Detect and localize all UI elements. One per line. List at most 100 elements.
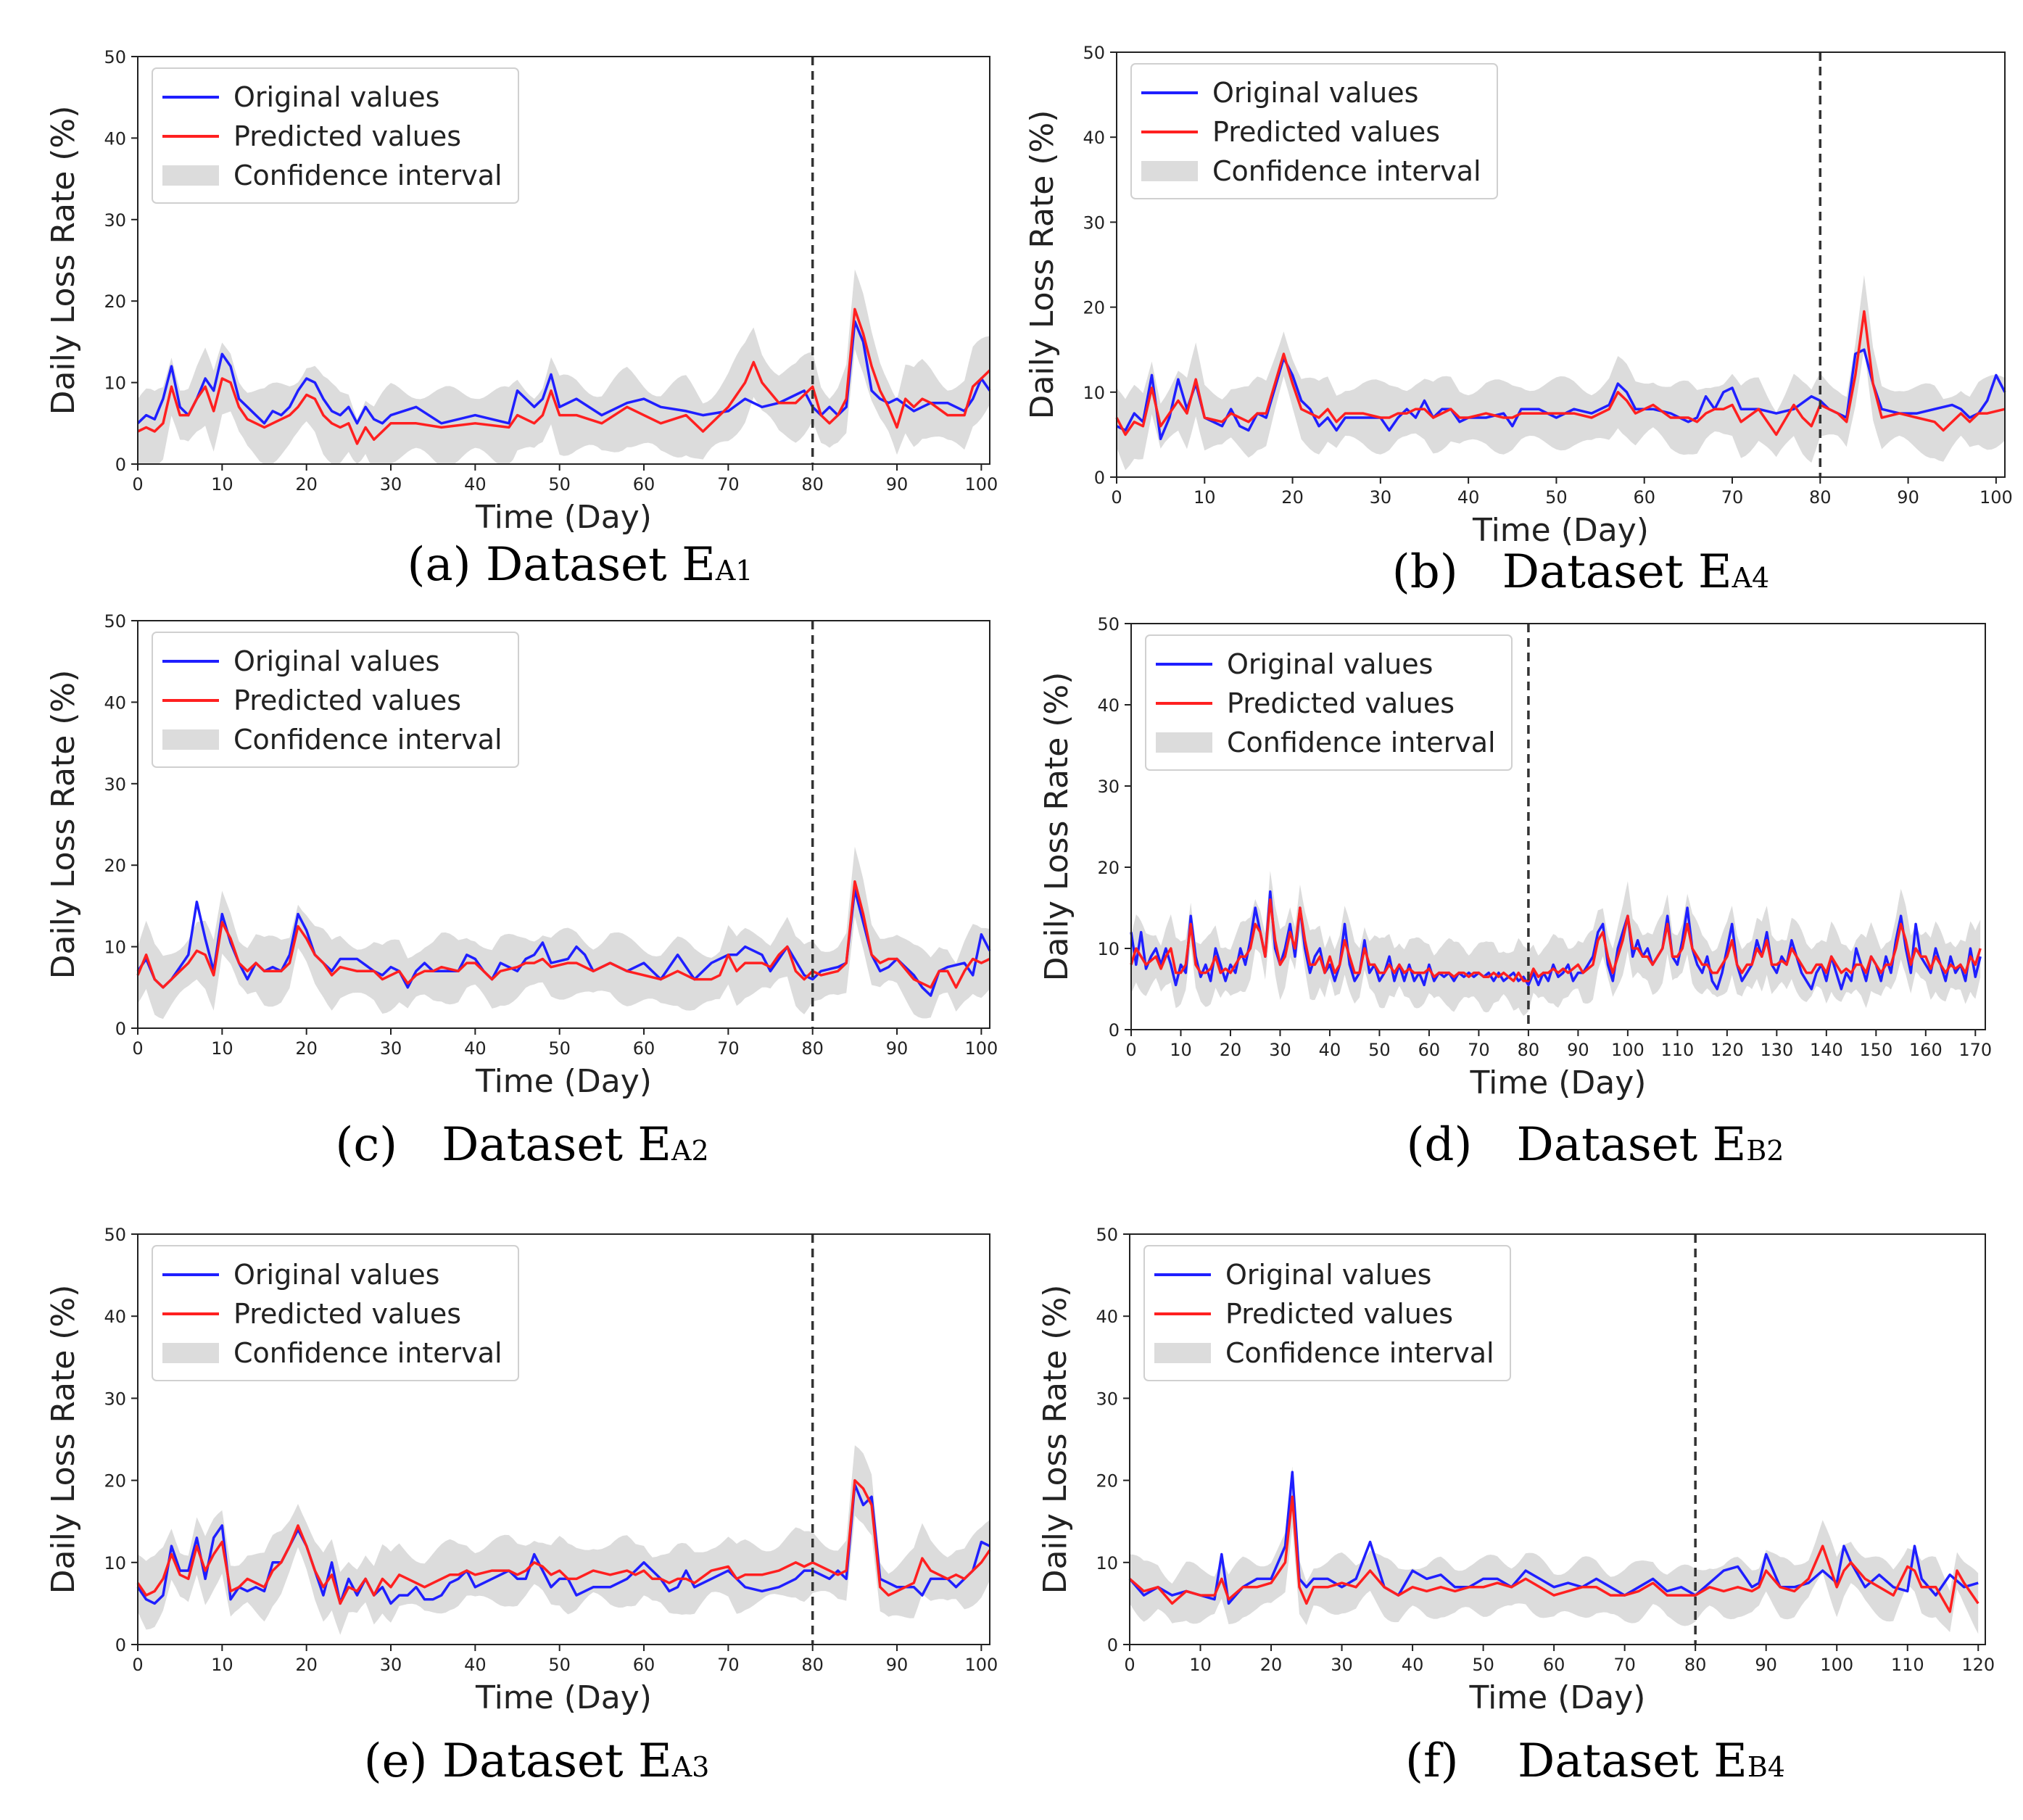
legend-original-label: Original values (233, 1259, 439, 1291)
confidence-band (138, 269, 990, 464)
panel-caption: (c) Dataset EA2 (335, 1118, 708, 1172)
x-tick-label: 50 (1472, 1655, 1494, 1675)
x-tick-label: 30 (1370, 487, 1392, 508)
legend-box (1130, 63, 1498, 199)
x-tick-label: 50 (1545, 487, 1568, 508)
original-values-line (1128, 1471, 1979, 1605)
y-axis-label: Daily Loss Rate (%) (45, 1285, 82, 1594)
legend: Original values Predicted values Confidenc… (152, 632, 519, 768)
y-axis-label: Daily Loss Rate (%) (45, 106, 82, 415)
legend-ci-label: Confidence interval (233, 724, 502, 756)
x-tick-label: 120 (1710, 1040, 1744, 1060)
x-tick-label: 10 (1189, 1655, 1212, 1675)
x-tick-label: 60 (633, 474, 655, 495)
legend-predicted-label: Predicted values (1225, 1298, 1453, 1330)
x-tick-label: 20 (1260, 1655, 1283, 1675)
y-tick-label: 40 (104, 692, 126, 713)
x-tick-label: 0 (132, 474, 143, 495)
x-tick-label: 50 (548, 474, 571, 495)
y-tick-label: 40 (1096, 1307, 1118, 1327)
x-tick-label: 80 (801, 1038, 824, 1059)
predicted-values-line (136, 1478, 991, 1605)
x-axis-label: Time (Day) (1472, 512, 1649, 549)
y-tick-label: 20 (104, 856, 126, 876)
panel-b: 0 10 20 30 40 50 60 70 80 90 100 0 10 20 30 40 50 Time (D… (1024, 43, 2013, 599)
x-tick-label: 110 (1660, 1040, 1694, 1060)
plot-frame (137, 1233, 990, 1645)
legend-ci-label: Confidence interval (1227, 727, 1496, 758)
x-tick-label: 40 (464, 1038, 487, 1059)
y-tick-label: 10 (1096, 1553, 1118, 1573)
legend: Original values Predicted values Confidenc… (152, 67, 519, 204)
y-tick-label: 10 (1083, 383, 1105, 403)
x-tick-label: 50 (548, 1655, 571, 1675)
original-values-line (136, 320, 991, 425)
x-tick-label: 60 (1633, 487, 1655, 508)
y-tick-label: 20 (1083, 298, 1105, 318)
x-tick-label: 20 (1281, 487, 1304, 508)
y-tick-label: 20 (104, 1471, 126, 1492)
plot-frame (1129, 1233, 1986, 1645)
panel-caption: (e) Dataset EA3 (364, 1734, 710, 1788)
confidence-band (138, 846, 990, 1019)
caption-prefix: (a) Dataset E (408, 538, 716, 592)
x-tick-label: 150 (1859, 1040, 1892, 1060)
confidence-band (138, 1445, 990, 1635)
x-tick-label: 10 (1193, 487, 1216, 508)
legend-ci-swatch (162, 729, 219, 750)
y-tick-label: 30 (1083, 212, 1105, 233)
legend: Original values Predicted values Confidenc… (1145, 634, 1513, 771)
x-tick-label: 90 (1567, 1040, 1589, 1060)
x-tick-label: 140 (1810, 1040, 1843, 1060)
x-tick-label: 90 (886, 474, 909, 495)
x-tick-label: 80 (801, 474, 824, 495)
legend-ci-swatch (1141, 161, 1198, 181)
x-tick-label: 30 (380, 1038, 402, 1059)
x-tick-label: 70 (1721, 487, 1744, 508)
caption-prefix: (b) Dataset E (1392, 545, 1732, 599)
legend-original-label: Original values (233, 645, 439, 677)
y-tick-label: 30 (1096, 1389, 1118, 1409)
x-tick-label: 50 (1368, 1040, 1391, 1060)
x-tick-label: 100 (964, 1038, 998, 1059)
x-tick-label: 60 (1418, 1040, 1441, 1060)
x-tick-label: 0 (132, 1655, 143, 1675)
x-tick-label: 30 (380, 474, 402, 495)
x-tick-label: 40 (1402, 1655, 1424, 1675)
caption-subscript: A4 (1732, 562, 1770, 594)
y-tick-label: 50 (1096, 1225, 1118, 1245)
y-tick-label: 50 (104, 1225, 126, 1245)
legend-predicted-label: Predicted values (233, 1298, 461, 1330)
x-tick-label: 80 (1684, 1655, 1707, 1675)
x-tick-label: 100 (1979, 487, 2013, 508)
legend-ci-label: Confidence interval (233, 1337, 502, 1369)
x-tick-label: 130 (1760, 1040, 1793, 1060)
legend-original-label: Original values (1212, 77, 1418, 109)
y-tick-label: 40 (1097, 695, 1120, 716)
x-tick-label: 70 (717, 1038, 740, 1059)
legend-ci-swatch (1156, 732, 1212, 753)
y-tick-label: 30 (104, 1389, 126, 1409)
x-tick-label: 40 (1319, 1040, 1341, 1060)
y-tick-label: 50 (104, 47, 126, 67)
predicted-values-line (136, 880, 990, 989)
x-tick-label: 110 (1891, 1655, 1924, 1675)
legend-ci-swatch (1154, 1343, 1211, 1363)
y-tick-label: 40 (1083, 128, 1105, 148)
panel-caption: (b) Dataset EA4 (1392, 545, 1769, 599)
x-tick-label: 70 (1468, 1040, 1490, 1060)
x-tick-label: 60 (633, 1655, 655, 1675)
y-tick-label: 40 (104, 1307, 126, 1327)
y-axis-label: Daily Loss Rate (%) (1038, 672, 1075, 982)
predicted-values-line (1128, 1495, 1979, 1613)
y-tick-label: 50 (1097, 614, 1120, 634)
legend-original-label: Original values (1227, 648, 1433, 680)
x-tick-label: 10 (211, 1655, 233, 1675)
panel-a: 0 10 20 30 40 50 60 70 80 90 100 0 10 20 30 40 50 Time (D… (45, 47, 998, 592)
y-tick-label: 0 (115, 1019, 126, 1039)
legend-box (152, 632, 519, 768)
y-tick-label: 30 (1097, 777, 1120, 797)
y-tick-label: 0 (1109, 1020, 1120, 1041)
x-tick-label: 100 (1820, 1655, 1853, 1675)
legend-predicted-label: Predicted values (1212, 116, 1440, 148)
